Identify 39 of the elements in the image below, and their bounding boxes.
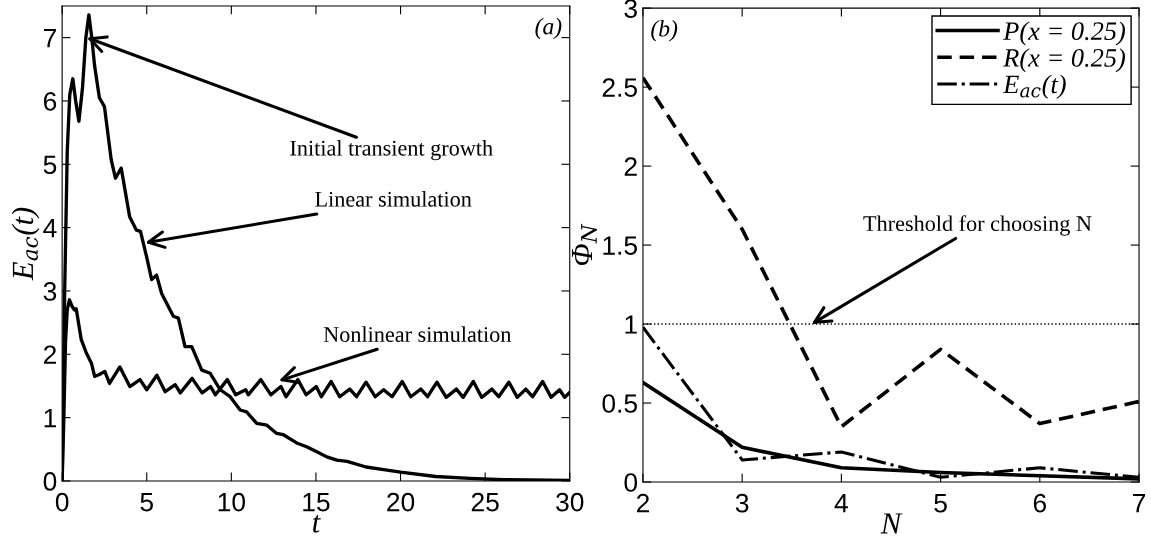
x-tick-label: 6 <box>1033 493 1046 513</box>
x-tick-label: 30 <box>556 492 584 512</box>
x-tick-label: 5 <box>140 493 153 512</box>
x-axis-title: t <box>313 515 321 533</box>
annotation: Nonlinear simulation <box>323 326 512 342</box>
x-tick-label: 20 <box>387 492 415 512</box>
x-tick-label: 15 <box>303 493 330 512</box>
x-axis-title: N <box>880 513 903 534</box>
y-tick-label: 2 <box>43 345 56 364</box>
x-tick-label: 10 <box>218 492 245 512</box>
annotation: (a) <box>535 17 562 40</box>
legend-label: R(x = 0.25) <box>1003 48 1126 73</box>
annotation: (b) <box>651 19 678 42</box>
y-tick-label: 1.5 <box>603 236 637 255</box>
x-tick-label: 5 <box>934 494 947 513</box>
y-tick-label: 5 <box>43 155 57 175</box>
y-tick-label: 6 <box>43 92 57 111</box>
y-tick-label: 7 <box>43 29 56 48</box>
y-axis-title: Φ$_{N}$ <box>571 223 598 266</box>
annotation: Linear simulation <box>315 191 472 207</box>
y-tick-label: 2.5 <box>602 78 637 97</box>
y-tick-label: 0 <box>624 473 638 492</box>
y-axis-title: E$_{ac}$(t) <box>11 207 40 281</box>
y-tick-label: 3 <box>624 0 637 18</box>
x-tick-label: 3 <box>735 493 749 513</box>
x-tick-label: 25 <box>471 492 499 512</box>
x-tick-label: 4 <box>834 494 848 513</box>
x-tick-label: 7 <box>1133 494 1146 513</box>
y-tick-label: 3 <box>43 282 57 301</box>
annotation: Initial transient growth <box>290 140 493 161</box>
annotation: Threshold for choosing N <box>863 215 1092 236</box>
y-tick-label: 2 <box>624 157 637 176</box>
y-tick-label: 1 <box>44 409 57 428</box>
legend-label: E$_{ac}$(t) <box>1002 74 1066 99</box>
legend-label: P(x = 0.25) <box>1003 21 1126 46</box>
y-tick-label: 1 <box>625 315 637 334</box>
y-tick-label: 4 <box>43 219 57 238</box>
y-tick-label: 0.5 <box>602 394 637 413</box>
y-tick-label: 0 <box>43 472 57 491</box>
